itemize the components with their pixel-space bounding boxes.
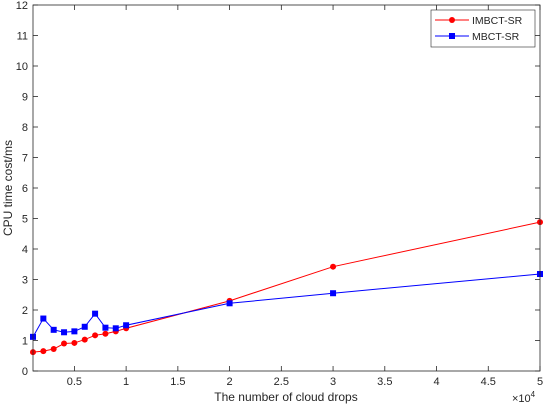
- data-point: [81, 336, 88, 343]
- data-point: [102, 324, 109, 331]
- data-point: [40, 315, 47, 322]
- x-axis-title: The number of cloud drops: [214, 390, 357, 404]
- x-multiplier-base: ×10: [512, 393, 531, 405]
- x-tick-label: 0.5: [67, 376, 82, 388]
- legend-box: [430, 9, 536, 48]
- y-tick-label: 1: [22, 336, 28, 348]
- x-tick-label: 2: [227, 376, 233, 388]
- data-point: [112, 325, 119, 332]
- y-tick-label: 11: [17, 31, 28, 43]
- data-point: [102, 330, 109, 337]
- y-tick-label: 5: [22, 214, 28, 226]
- data-point: [50, 326, 57, 333]
- y-tick-label: 12: [16, 0, 28, 12]
- data-point: [330, 263, 337, 270]
- x-axis: 0.5 1 1.5 2 2.5 3 3.5 4 4.5 5: [67, 5, 543, 388]
- data-point: [61, 329, 68, 336]
- y-tick-label: 9: [22, 92, 28, 104]
- legend-label-imbct: IMBCT-SR: [472, 15, 523, 27]
- x-multiplier-exponent: 4: [531, 390, 536, 399]
- data-point: [81, 323, 88, 330]
- data-point: [50, 346, 57, 353]
- data-point: [226, 300, 233, 307]
- x-tick-label: 1.5: [170, 376, 185, 388]
- x-tick-label: 3.5: [377, 376, 392, 388]
- y-tick-label: 0: [22, 366, 28, 378]
- plot-background: [33, 5, 540, 371]
- x-axis-multiplier: ×104: [512, 390, 536, 405]
- x-tick-label: 4.5: [481, 376, 496, 388]
- y-tick-label: 2: [22, 305, 28, 317]
- data-point: [92, 310, 99, 317]
- x-tick-label: 3: [330, 376, 336, 388]
- data-point: [71, 328, 78, 335]
- x-tick-label: 5: [537, 376, 543, 388]
- x-tick-label: 4: [433, 376, 439, 388]
- y-axis-title: CPU time cost/ms: [1, 140, 15, 236]
- data-point: [92, 332, 99, 339]
- data-point: [330, 290, 337, 297]
- legend-marker-mbct: [449, 33, 455, 39]
- y-tick-label: 7: [22, 153, 28, 165]
- data-point: [61, 340, 68, 347]
- x-tick-label: 2.5: [274, 376, 289, 388]
- data-point: [123, 322, 130, 329]
- y-tick-label: 4: [22, 244, 28, 256]
- y-tick-label: 10: [16, 61, 28, 73]
- legend-label-mbct: MBCT-SR: [472, 31, 520, 43]
- legend: IMBCT-SR MBCT-SR: [430, 9, 536, 48]
- data-point: [40, 348, 47, 355]
- y-tick-label: 8: [22, 122, 28, 134]
- data-point: [71, 339, 78, 346]
- legend-marker-imbct: [449, 17, 455, 23]
- y-tick-label: 3: [22, 275, 28, 287]
- y-tick-label: 6: [22, 183, 28, 195]
- x-tick-label: 1: [123, 376, 129, 388]
- chart-marks: [30, 219, 543, 356]
